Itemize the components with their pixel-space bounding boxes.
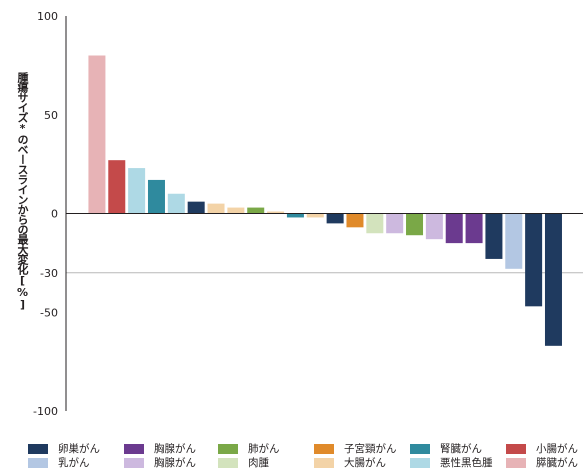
bar-colorectal <box>267 211 285 214</box>
legend: 卵巣がん 胸腺がん 肺がん 子宮頸がん 腎臓がん 小腸がん 乳がん 胸腺がん 肉腫 大腸がん 悪性黒… <box>28 442 583 472</box>
bar-melanoma <box>128 168 146 214</box>
legend-item-sarcoma: 肉腫 <box>218 455 269 470</box>
legend-item-melanoma: 悪性黒色腫 <box>410 455 493 470</box>
legend-label: 膵臓がん <box>536 456 578 469</box>
y-tick-label: -50 <box>40 306 58 319</box>
axes: 100 50 0 -30 -50 -100 <box>33 10 583 418</box>
bar-renal <box>147 179 165 214</box>
legend-label: 卵巣がん <box>58 442 100 455</box>
legend-label: 胸腺がん <box>154 442 196 455</box>
legend-label: 腎臓がん <box>440 442 482 455</box>
legend-item-breast: 乳がん <box>28 455 90 470</box>
bar-small_intestine <box>108 160 126 214</box>
y-tick-label: -30 <box>40 267 58 280</box>
bar-cervical <box>346 213 364 228</box>
bar-thymic <box>445 213 463 244</box>
legend-label: 子宮頸がん <box>344 442 397 455</box>
bar-breast <box>505 213 523 269</box>
legend-swatch <box>218 443 238 454</box>
bar-ovarian <box>525 213 543 307</box>
legend-item-thymic: 胸腺がん <box>124 441 196 456</box>
y-tick-label: 50 <box>44 109 58 122</box>
legend-label: 胸腺がん <box>154 456 196 469</box>
y-axis-label: 腫瘍サイズ*のベースラインからの最大変化[%] <box>16 72 29 310</box>
legend-item-renal: 腎臓がん <box>410 441 482 456</box>
legend-swatch <box>218 457 238 468</box>
bar-melanoma <box>167 193 185 214</box>
bar-lung <box>406 213 424 236</box>
bar-pancreatic <box>88 55 106 214</box>
legend-swatch <box>410 443 430 454</box>
legend-swatch <box>506 443 526 454</box>
legend-item-lung: 肺がん <box>218 441 280 456</box>
bar-colorectal <box>207 203 225 214</box>
legend-label: 肉腫 <box>248 456 269 469</box>
legend-item-pancreatic: 膵臓がん <box>506 455 578 470</box>
legend-swatch <box>124 443 144 454</box>
legend-label: 大腸がん <box>344 456 386 469</box>
bar-ovarian <box>326 213 344 224</box>
bar-renal <box>286 213 304 218</box>
y-tick-label: -100 <box>33 405 58 418</box>
bar-thymic <box>465 213 483 244</box>
legend-swatch <box>28 457 48 468</box>
legend-item-colorectal: 大腸がん <box>314 455 386 470</box>
bars <box>88 55 562 346</box>
legend-swatch <box>410 457 430 468</box>
bar-sarcoma <box>366 213 384 234</box>
y-tick-label: 0 <box>51 208 58 221</box>
legend-item-small_intestine: 小腸がん <box>506 441 578 456</box>
legend-label: 悪性黒色腫 <box>440 456 493 469</box>
bar-ovarian <box>187 201 205 214</box>
legend-item-cervical: 子宮頸がん <box>314 441 397 456</box>
bar-colorectal <box>227 207 245 214</box>
legend-label: 小腸がん <box>536 442 578 455</box>
legend-swatch <box>314 443 334 454</box>
bar-lung <box>247 207 265 214</box>
bar-thymoma <box>425 213 443 240</box>
legend-swatch <box>314 457 334 468</box>
bar-thymoma <box>386 213 404 234</box>
legend-swatch <box>124 457 144 468</box>
legend-item-thymoma: 胸腺がん <box>124 455 196 470</box>
y-tick-label: 100 <box>37 10 58 23</box>
bar-ovarian <box>544 213 562 346</box>
bar-ovarian <box>485 213 503 259</box>
bar-colorectal <box>306 213 324 218</box>
legend-item-ovarian: 卵巣がん <box>28 441 100 456</box>
legend-label: 肺がん <box>248 442 280 455</box>
legend-swatch <box>506 457 526 468</box>
legend-swatch <box>28 443 48 454</box>
legend-label: 乳がん <box>58 456 90 469</box>
